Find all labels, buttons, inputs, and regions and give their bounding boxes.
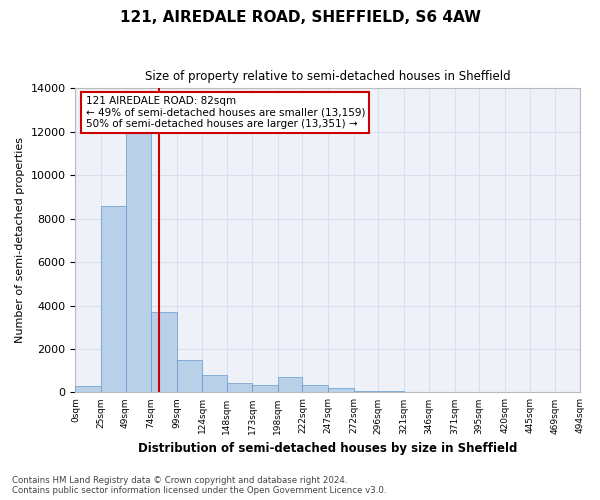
Bar [278, 377, 302, 392]
Bar [202, 375, 227, 392]
Bar [378, 390, 404, 392]
Bar [125, 106, 151, 393]
Title: Size of property relative to semi-detached houses in Sheffield: Size of property relative to semi-detach… [145, 70, 511, 83]
Bar [151, 312, 176, 392]
Text: 121 AIREDALE ROAD: 82sqm
← 49% of semi-detached houses are smaller (13,159)
50% : 121 AIREDALE ROAD: 82sqm ← 49% of semi-d… [86, 96, 365, 129]
Text: 121, AIREDALE ROAD, SHEFFIELD, S6 4AW: 121, AIREDALE ROAD, SHEFFIELD, S6 4AW [119, 10, 481, 25]
Bar [252, 385, 278, 392]
Bar [227, 382, 252, 392]
Bar [328, 388, 353, 392]
Bar [101, 206, 125, 392]
Text: Contains HM Land Registry data © Crown copyright and database right 2024.
Contai: Contains HM Land Registry data © Crown c… [12, 476, 386, 495]
Y-axis label: Number of semi-detached properties: Number of semi-detached properties [15, 138, 25, 344]
Bar [353, 391, 378, 392]
Bar [302, 385, 328, 392]
X-axis label: Distribution of semi-detached houses by size in Sheffield: Distribution of semi-detached houses by … [138, 442, 518, 455]
Bar [76, 386, 101, 392]
Bar [176, 360, 202, 392]
